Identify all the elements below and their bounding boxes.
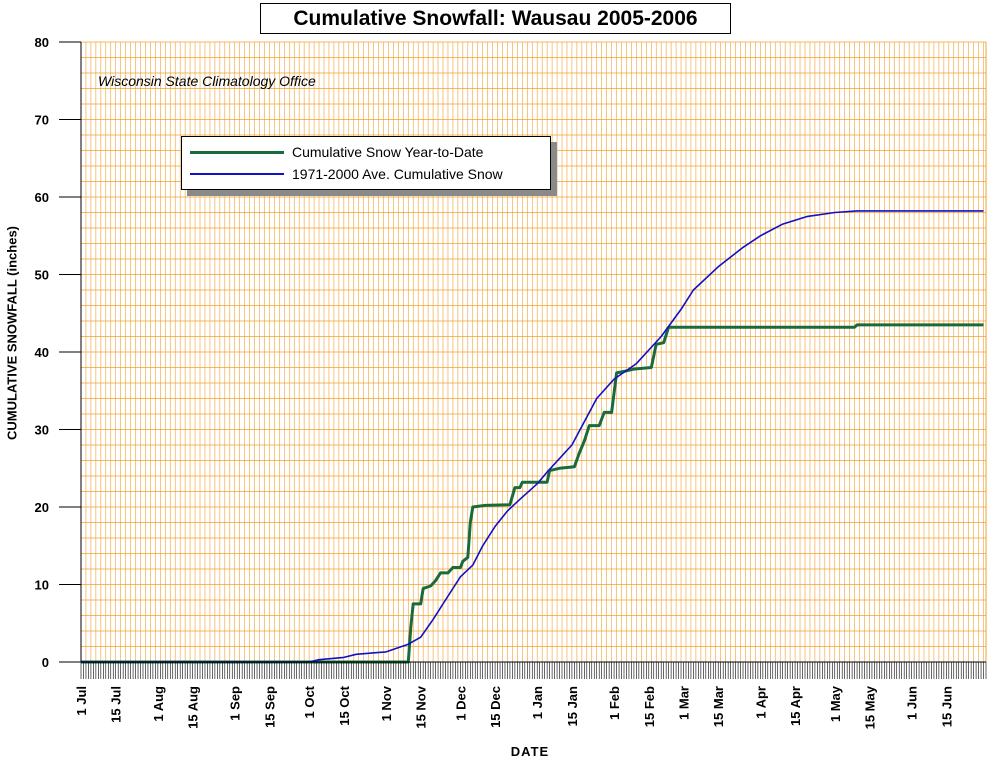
y-tick-label: 70 xyxy=(35,113,49,128)
chart-grid xyxy=(80,41,987,663)
x-tick-label: 1 Nov xyxy=(379,685,394,721)
chart-title: Cumulative Snowfall: Wausau 2005-2006 xyxy=(260,3,731,34)
x-tick-label: 15 Aug xyxy=(186,686,201,729)
x-tick-label: 1 May xyxy=(828,685,843,722)
x-tick-label: 1 Mar xyxy=(677,686,692,720)
legend-item-average: 1971-2000 Ave. Cumulative Snow xyxy=(190,164,503,184)
y-tick-label: 50 xyxy=(35,268,49,283)
x-tick-label: 1 Apr xyxy=(753,686,768,719)
x-tick-label: 15 Dec xyxy=(488,686,503,728)
y-tick-label: 0 xyxy=(42,655,49,670)
x-tick-label: 15 Mar xyxy=(711,686,726,727)
y-tick-label: 60 xyxy=(35,190,49,205)
chart-axes: 0 10 20 30 40 50 60 70 80 1 Jul 15 Jul 1 Aug 15 Aug 1… xyxy=(35,35,987,729)
x-tick-label: 1 Jan xyxy=(530,686,545,719)
legend: Cumulative Snow Year-to-Date 1971-2000 A… xyxy=(181,136,551,190)
y-tick-label: 10 xyxy=(35,578,49,593)
x-tick-label: 15 Jan xyxy=(565,686,580,727)
x-tick-label: 1 Feb xyxy=(607,686,622,720)
x-tick-label: 15 Feb xyxy=(642,686,657,727)
chart-series xyxy=(81,210,984,664)
series-line-average xyxy=(81,210,984,663)
y-tick-label: 40 xyxy=(35,345,49,360)
legend-swatch-average xyxy=(190,173,284,175)
x-tick-label: 1 Jun xyxy=(905,686,920,720)
legend-item-year-to-date: Cumulative Snow Year-to-Date xyxy=(190,142,483,162)
x-axis-label: DATE xyxy=(510,744,550,759)
legend-label-average: 1971-2000 Ave. Cumulative Snow xyxy=(292,166,503,182)
x-tick-label: 15 Jul xyxy=(109,686,124,723)
x-tick-label: 15 Apr xyxy=(788,686,803,726)
legend-label-year-to-date: Cumulative Snow Year-to-Date xyxy=(292,144,484,160)
x-tick-label: 1 Oct xyxy=(302,685,317,718)
series-line-year-to-date xyxy=(81,323,984,664)
x-tick-label: 15 Sep xyxy=(262,686,277,728)
x-tick-label: 1 Jul xyxy=(74,686,89,716)
x-tick-label: 15 Oct xyxy=(337,685,352,725)
y-tick-label: 20 xyxy=(35,500,49,515)
source-annotation: Wisconsin State Climatology Office xyxy=(98,73,316,89)
x-tick-label: 15 Jun xyxy=(939,686,954,727)
legend-swatch-year-to-date xyxy=(190,150,284,154)
x-tick-label: 1 Dec xyxy=(453,686,468,721)
x-tick-label: 15 May xyxy=(862,685,877,729)
x-tick-label: 1 Aug xyxy=(151,686,166,722)
y-tick-label: 80 xyxy=(35,35,49,50)
x-tick-label: 15 Nov xyxy=(414,685,429,728)
y-tick-label: 30 xyxy=(35,423,49,438)
y-axis-label: CUMULATIVE SNOWFALL (inches) xyxy=(4,225,20,441)
x-tick-label: 1 Sep xyxy=(228,686,243,721)
